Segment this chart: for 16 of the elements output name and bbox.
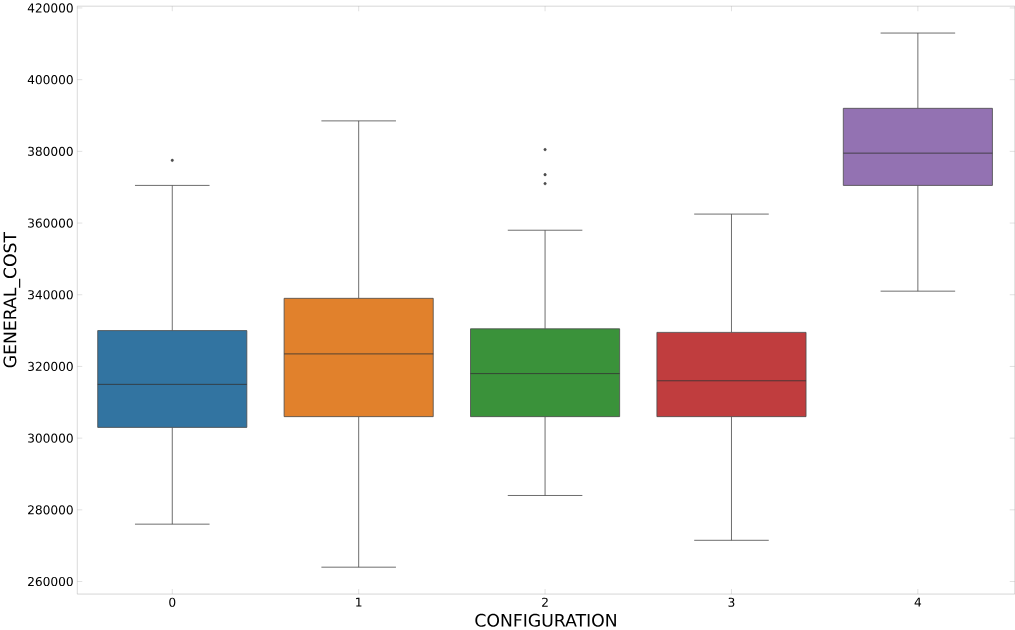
x-tick-label: 0	[169, 597, 176, 607]
x-axis-title: CONFIGURATION	[475, 613, 616, 627]
y-tick-label: 420000	[27, 3, 73, 13]
x-tick-label: 2	[542, 597, 548, 607]
y-tick-label: 300000	[28, 433, 73, 443]
x-tick-label: 4	[914, 597, 922, 607]
y-axis-title: GENERAL_COST	[3, 231, 21, 368]
y-tick-label: 380000	[28, 146, 73, 156]
x-tick-label: 3	[728, 597, 735, 607]
y-tick-label: 400000	[27, 74, 73, 85]
y-tick-label: 260000	[28, 576, 73, 587]
y-tick-label: 340000	[28, 290, 73, 300]
y-tick-label: 360000	[28, 218, 73, 228]
y-tick-label: 280000	[28, 505, 73, 515]
y-tick-label: 320000	[28, 361, 73, 371]
x-tick-label: 1	[356, 597, 362, 607]
